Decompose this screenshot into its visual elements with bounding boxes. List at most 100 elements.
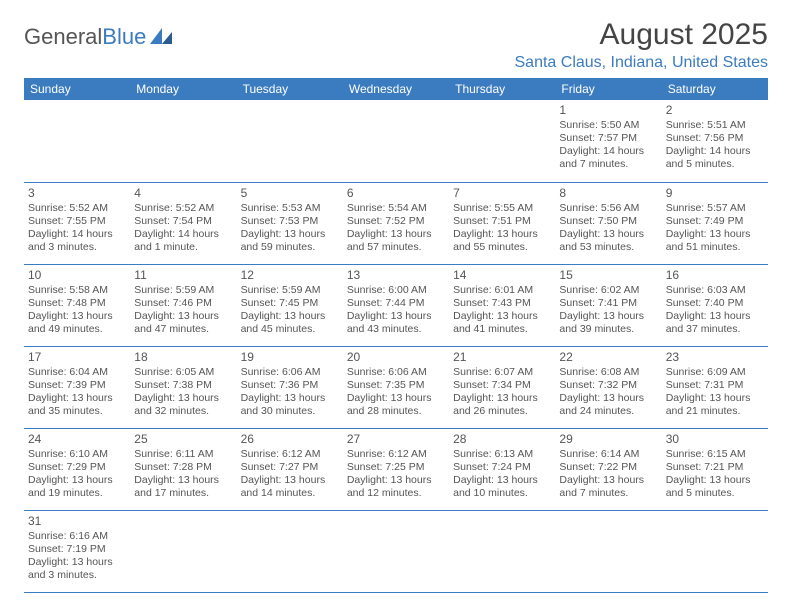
daylight-text: Daylight: 13 hours and 7 minutes. bbox=[559, 474, 657, 500]
location: Santa Claus, Indiana, United States bbox=[515, 54, 769, 72]
day-number: 15 bbox=[559, 268, 657, 283]
day-number: 3 bbox=[28, 186, 126, 201]
sunset-text: Sunset: 7:46 PM bbox=[134, 297, 232, 310]
sunrise-text: Sunrise: 6:03 AM bbox=[666, 284, 764, 297]
day-number: 9 bbox=[666, 186, 764, 201]
calendar-cell bbox=[555, 510, 661, 592]
daylight-text: Daylight: 13 hours and 21 minutes. bbox=[666, 392, 764, 418]
daylight-text: Daylight: 13 hours and 53 minutes. bbox=[559, 228, 657, 254]
daylight-text: Daylight: 13 hours and 55 minutes. bbox=[453, 228, 551, 254]
daylight-text: Daylight: 13 hours and 47 minutes. bbox=[134, 310, 232, 336]
logo-mark-icon bbox=[150, 24, 174, 50]
calendar-cell: 8Sunrise: 5:56 AMSunset: 7:50 PMDaylight… bbox=[555, 182, 661, 264]
month-title: August 2025 bbox=[515, 18, 769, 52]
sunrise-text: Sunrise: 5:52 AM bbox=[134, 202, 232, 215]
daylight-text: Daylight: 13 hours and 3 minutes. bbox=[28, 556, 126, 582]
day-number: 30 bbox=[666, 432, 764, 447]
day-number: 17 bbox=[28, 350, 126, 365]
sunrise-text: Sunrise: 6:16 AM bbox=[28, 530, 126, 543]
calendar-cell: 25Sunrise: 6:11 AMSunset: 7:28 PMDayligh… bbox=[130, 428, 236, 510]
day-number: 31 bbox=[28, 514, 126, 529]
calendar-cell bbox=[24, 100, 130, 182]
sunrise-text: Sunrise: 5:53 AM bbox=[241, 202, 339, 215]
calendar-cell bbox=[662, 510, 768, 592]
sunrise-text: Sunrise: 6:00 AM bbox=[347, 284, 445, 297]
sunset-text: Sunset: 7:41 PM bbox=[559, 297, 657, 310]
sunset-text: Sunset: 7:22 PM bbox=[559, 461, 657, 474]
sunset-text: Sunset: 7:24 PM bbox=[453, 461, 551, 474]
daylight-text: Daylight: 13 hours and 43 minutes. bbox=[347, 310, 445, 336]
daylight-text: Daylight: 13 hours and 5 minutes. bbox=[666, 474, 764, 500]
daylight-text: Daylight: 13 hours and 45 minutes. bbox=[241, 310, 339, 336]
day-number: 14 bbox=[453, 268, 551, 283]
day-number: 16 bbox=[666, 268, 764, 283]
weekday-header: Thursday bbox=[449, 78, 555, 100]
calendar-cell: 27Sunrise: 6:12 AMSunset: 7:25 PMDayligh… bbox=[343, 428, 449, 510]
sunset-text: Sunset: 7:52 PM bbox=[347, 215, 445, 228]
sunrise-text: Sunrise: 5:55 AM bbox=[453, 202, 551, 215]
calendar-cell: 4Sunrise: 5:52 AMSunset: 7:54 PMDaylight… bbox=[130, 182, 236, 264]
daylight-text: Daylight: 14 hours and 1 minute. bbox=[134, 228, 232, 254]
sunset-text: Sunset: 7:43 PM bbox=[453, 297, 551, 310]
sunset-text: Sunset: 7:56 PM bbox=[666, 132, 764, 145]
title-block: August 2025 Santa Claus, Indiana, United… bbox=[515, 18, 769, 72]
sunset-text: Sunset: 7:21 PM bbox=[666, 461, 764, 474]
daylight-text: Daylight: 13 hours and 30 minutes. bbox=[241, 392, 339, 418]
calendar-row: 10Sunrise: 5:58 AMSunset: 7:48 PMDayligh… bbox=[24, 264, 768, 346]
day-number: 1 bbox=[559, 103, 657, 118]
sunset-text: Sunset: 7:51 PM bbox=[453, 215, 551, 228]
sunrise-text: Sunrise: 5:59 AM bbox=[134, 284, 232, 297]
sunrise-text: Sunrise: 6:13 AM bbox=[453, 448, 551, 461]
calendar-cell bbox=[449, 100, 555, 182]
sunrise-text: Sunrise: 6:04 AM bbox=[28, 366, 126, 379]
day-number: 7 bbox=[453, 186, 551, 201]
calendar-cell: 14Sunrise: 6:01 AMSunset: 7:43 PMDayligh… bbox=[449, 264, 555, 346]
calendar-cell bbox=[237, 510, 343, 592]
sunset-text: Sunset: 7:28 PM bbox=[134, 461, 232, 474]
calendar-cell bbox=[343, 510, 449, 592]
calendar-cell bbox=[449, 510, 555, 592]
sunset-text: Sunset: 7:44 PM bbox=[347, 297, 445, 310]
weekday-header: Saturday bbox=[662, 78, 768, 100]
sunset-text: Sunset: 7:36 PM bbox=[241, 379, 339, 392]
day-number: 19 bbox=[241, 350, 339, 365]
daylight-text: Daylight: 13 hours and 10 minutes. bbox=[453, 474, 551, 500]
sunset-text: Sunset: 7:19 PM bbox=[28, 543, 126, 556]
brand-blue: Blue bbox=[102, 24, 146, 50]
sunrise-text: Sunrise: 6:11 AM bbox=[134, 448, 232, 461]
weekday-header: Wednesday bbox=[343, 78, 449, 100]
calendar-row: 31Sunrise: 6:16 AMSunset: 7:19 PMDayligh… bbox=[24, 510, 768, 592]
day-number: 22 bbox=[559, 350, 657, 365]
daylight-text: Daylight: 13 hours and 32 minutes. bbox=[134, 392, 232, 418]
sunrise-text: Sunrise: 6:10 AM bbox=[28, 448, 126, 461]
sunset-text: Sunset: 7:29 PM bbox=[28, 461, 126, 474]
day-number: 2 bbox=[666, 103, 764, 118]
calendar-cell: 9Sunrise: 5:57 AMSunset: 7:49 PMDaylight… bbox=[662, 182, 768, 264]
sunset-text: Sunset: 7:54 PM bbox=[134, 215, 232, 228]
day-number: 8 bbox=[559, 186, 657, 201]
day-number: 25 bbox=[134, 432, 232, 447]
day-number: 12 bbox=[241, 268, 339, 283]
daylight-text: Daylight: 13 hours and 24 minutes. bbox=[559, 392, 657, 418]
calendar-cell: 31Sunrise: 6:16 AMSunset: 7:19 PMDayligh… bbox=[24, 510, 130, 592]
sunrise-text: Sunrise: 5:57 AM bbox=[666, 202, 764, 215]
sunset-text: Sunset: 7:50 PM bbox=[559, 215, 657, 228]
day-number: 21 bbox=[453, 350, 551, 365]
sunset-text: Sunset: 7:39 PM bbox=[28, 379, 126, 392]
calendar-cell: 19Sunrise: 6:06 AMSunset: 7:36 PMDayligh… bbox=[237, 346, 343, 428]
calendar-cell bbox=[237, 100, 343, 182]
sunrise-text: Sunrise: 6:06 AM bbox=[241, 366, 339, 379]
calendar-table: SundayMondayTuesdayWednesdayThursdayFrid… bbox=[24, 78, 768, 593]
sunrise-text: Sunrise: 6:05 AM bbox=[134, 366, 232, 379]
calendar-cell: 2Sunrise: 5:51 AMSunset: 7:56 PMDaylight… bbox=[662, 100, 768, 182]
daylight-text: Daylight: 13 hours and 51 minutes. bbox=[666, 228, 764, 254]
sunrise-text: Sunrise: 6:08 AM bbox=[559, 366, 657, 379]
calendar-cell: 23Sunrise: 6:09 AMSunset: 7:31 PMDayligh… bbox=[662, 346, 768, 428]
sunrise-text: Sunrise: 5:56 AM bbox=[559, 202, 657, 215]
calendar-row: 24Sunrise: 6:10 AMSunset: 7:29 PMDayligh… bbox=[24, 428, 768, 510]
calendar-cell: 30Sunrise: 6:15 AMSunset: 7:21 PMDayligh… bbox=[662, 428, 768, 510]
calendar-body: 1Sunrise: 5:50 AMSunset: 7:57 PMDaylight… bbox=[24, 100, 768, 592]
sunrise-text: Sunrise: 5:51 AM bbox=[666, 119, 764, 132]
sunrise-text: Sunrise: 6:09 AM bbox=[666, 366, 764, 379]
calendar-cell: 17Sunrise: 6:04 AMSunset: 7:39 PMDayligh… bbox=[24, 346, 130, 428]
